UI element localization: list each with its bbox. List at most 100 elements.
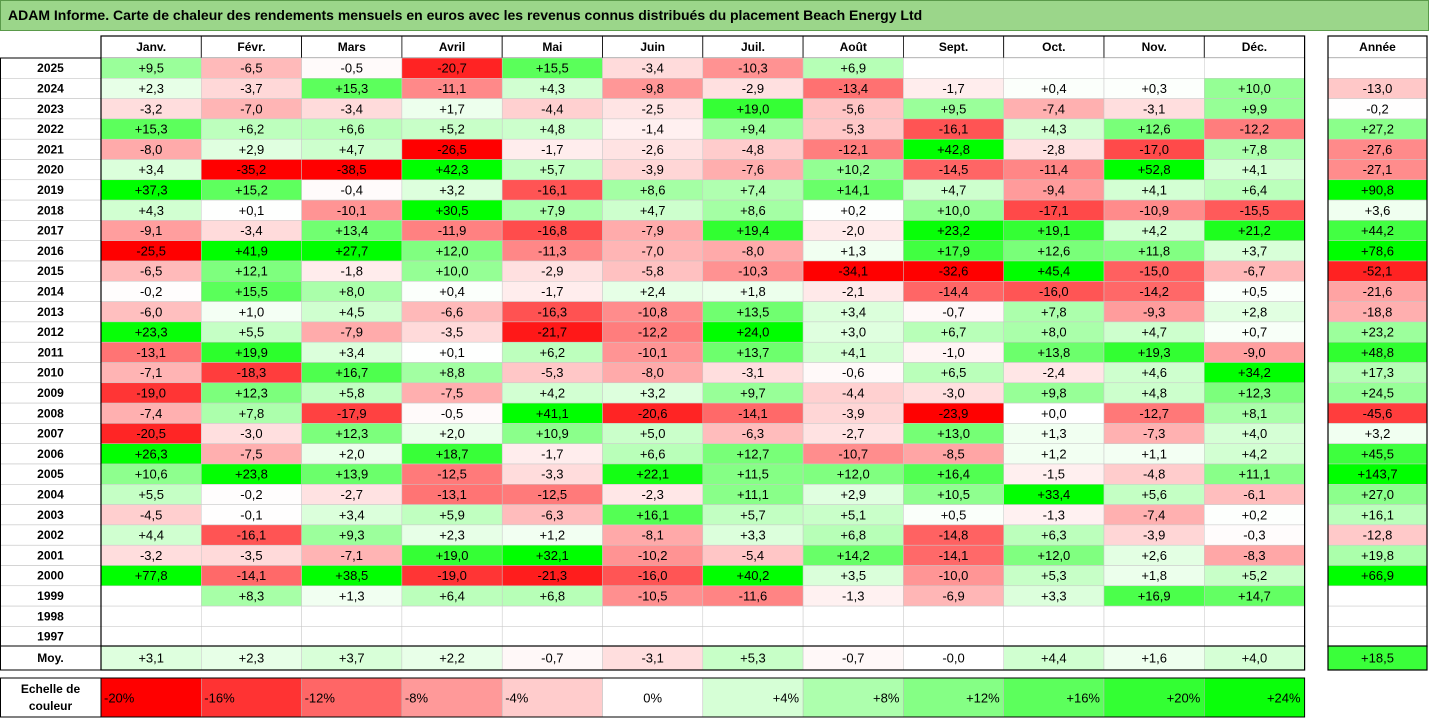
cell-value: -16,0: [1039, 284, 1069, 299]
cell-value: +12,0: [1037, 548, 1070, 563]
cell-value: -1,3: [842, 588, 864, 603]
cell-value: +4,7: [339, 142, 365, 157]
cell-value: -10,3: [738, 264, 768, 279]
annual-value: -27,6: [1363, 142, 1393, 157]
cell-value: -6,3: [541, 507, 563, 522]
cell-value: +16,9: [1138, 588, 1171, 603]
cell-value: +4,7: [941, 182, 967, 197]
cell-value: -10,1: [638, 345, 668, 360]
cell-value: +30,5: [436, 203, 469, 218]
average-value: -3,1: [641, 651, 663, 666]
month-header: Août: [840, 40, 867, 54]
cell-value: -2,4: [1043, 365, 1065, 380]
cell-value: -25,5: [136, 243, 166, 258]
cell-value: -7,0: [641, 243, 663, 258]
cell-value: -3,1: [742, 365, 764, 380]
year-label: 2012: [37, 325, 64, 339]
cell-value: +0,1: [439, 345, 465, 360]
year-label: 2015: [37, 264, 64, 278]
scale-step-label: -8%: [405, 691, 429, 706]
cell-value: -21,7: [538, 325, 568, 340]
cell-value: -16,3: [538, 304, 568, 319]
scale-swatch: [501, 677, 603, 718]
scale-step-label: +8%: [873, 691, 900, 706]
cell-value: +3,0: [840, 325, 866, 340]
cell-value: +1,3: [840, 243, 866, 258]
cell-value: -16,0: [638, 568, 668, 583]
chart-title: ADAM Informe. Carte de chaleur des rende…: [8, 7, 923, 23]
cell-value: +23,3: [135, 325, 168, 340]
cell-value: +0,4: [439, 284, 465, 299]
cell-value: -10,1: [337, 203, 367, 218]
cell-value: -10,3: [738, 61, 768, 76]
cell-value: +5,7: [540, 162, 566, 177]
year-label: 2025: [37, 61, 64, 75]
year-label: 2011: [37, 345, 63, 359]
cell-value: +0,2: [1242, 507, 1268, 522]
annual-value: +90,8: [1361, 182, 1394, 197]
cell-value: +2,3: [138, 81, 164, 96]
cell-value: -12,5: [538, 487, 568, 502]
cell-value: -10,2: [638, 548, 668, 563]
cell-value: -13,1: [437, 487, 467, 502]
cell-value: +7,8: [239, 406, 265, 421]
heatmap-cell: [602, 605, 704, 627]
heatmap-cell: [802, 626, 904, 647]
annual-value: +78,6: [1361, 243, 1394, 258]
cell-value: -23,9: [939, 406, 969, 421]
cell-value: +23,2: [937, 223, 970, 238]
month-header: Juil.: [741, 40, 765, 54]
annual-value: +143,7: [1357, 467, 1397, 482]
annual-value: +27,2: [1361, 122, 1394, 137]
cell-value: +3,4: [138, 162, 164, 177]
average-cell: [1003, 645, 1105, 671]
cell-value: -11,9: [438, 223, 467, 238]
cell-value: -13,1: [136, 345, 166, 360]
cell-value: +1,8: [740, 284, 766, 299]
cell-value: +9,5: [941, 101, 967, 116]
average-annual-cell: [1327, 645, 1428, 671]
cell-value: -7,3: [1143, 426, 1165, 441]
cell-value: +4,1: [1242, 162, 1268, 177]
cell-value: +4,2: [540, 385, 566, 400]
cell-value: +13,8: [1037, 345, 1070, 360]
annual-cell: [1327, 605, 1428, 627]
cell-value: -11,3: [538, 243, 567, 258]
heatmap-cell: [903, 605, 1004, 627]
cell-value: +13,5: [736, 304, 769, 319]
cell-value: -5,4: [742, 548, 764, 563]
cell-value: -4,4: [842, 385, 864, 400]
cell-value: -8,0: [641, 365, 663, 380]
cell-value: -6,3: [742, 426, 764, 441]
cell-value: +0,5: [1242, 284, 1268, 299]
scale-step-label: +16%: [1066, 691, 1100, 706]
cell-value: -0,1: [240, 507, 262, 522]
heatmap-cell: [702, 626, 804, 647]
cell-value: +0,1: [239, 203, 265, 218]
annual-value: -0,2: [1366, 101, 1388, 116]
year-label: 2016: [37, 244, 64, 258]
cell-value: +4,3: [138, 203, 164, 218]
cell-value: +5,2: [1242, 568, 1268, 583]
cell-value: -14,1: [939, 548, 969, 563]
cell-value: -20,5: [136, 426, 166, 441]
heatmap-cell: [1204, 605, 1305, 627]
cell-value: +4,7: [1141, 325, 1167, 340]
cell-value: +0,3: [1141, 81, 1167, 96]
cell-value: +10,0: [937, 203, 970, 218]
average-annual-value: +18,5: [1361, 651, 1394, 666]
cell-value: -16,1: [538, 182, 568, 197]
cell-value: -3,4: [641, 61, 663, 76]
cell-value: -38,5: [337, 162, 367, 177]
cell-value: +13,7: [736, 345, 769, 360]
annual-cell: [1327, 57, 1428, 79]
cell-value: +5,9: [439, 507, 465, 522]
cell-value: +21,2: [1238, 223, 1271, 238]
year-label: 2014: [37, 284, 64, 298]
year-label: 2009: [37, 386, 64, 400]
cell-value: +24,0: [736, 325, 769, 340]
year-label: 2017: [37, 224, 64, 238]
cell-value: -2,7: [842, 426, 864, 441]
cell-value: +12,0: [837, 467, 870, 482]
cell-value: -0,2: [240, 487, 262, 502]
